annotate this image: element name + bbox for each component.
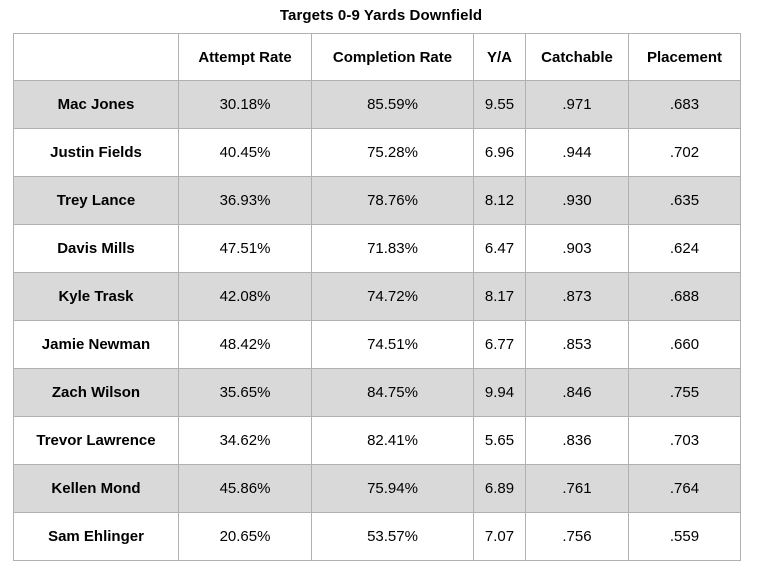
stat-cell: 71.83% bbox=[311, 224, 474, 273]
stat-cell: 20.65% bbox=[178, 512, 312, 561]
stat-cell: 78.76% bbox=[311, 176, 474, 225]
stat-cell: .559 bbox=[628, 512, 741, 561]
column-header-empty bbox=[13, 33, 179, 81]
column-header-completion-rate: Completion Rate bbox=[311, 33, 474, 81]
stat-cell: 6.96 bbox=[473, 128, 526, 177]
stat-cell: 30.18% bbox=[178, 80, 312, 129]
stat-cell: .873 bbox=[525, 272, 629, 321]
stat-cell: .635 bbox=[628, 176, 741, 225]
table-row: Justin Fields 40.45% 75.28% 6.96 .944 .7… bbox=[13, 128, 741, 177]
stat-cell: .853 bbox=[525, 320, 629, 369]
stat-cell: .944 bbox=[525, 128, 629, 177]
stat-cell: 48.42% bbox=[178, 320, 312, 369]
column-header-catchable: Catchable bbox=[525, 33, 629, 81]
player-name-cell: Justin Fields bbox=[13, 128, 179, 177]
column-header-ya: Y/A bbox=[473, 33, 526, 81]
stat-cell: 74.51% bbox=[311, 320, 474, 369]
player-name-cell: Kellen Mond bbox=[13, 464, 179, 513]
stat-cell: 74.72% bbox=[311, 272, 474, 321]
stat-cell: 45.86% bbox=[178, 464, 312, 513]
stat-cell: 35.65% bbox=[178, 368, 312, 417]
stat-cell: 85.59% bbox=[311, 80, 474, 129]
stat-cell: .660 bbox=[628, 320, 741, 369]
player-name-cell: Mac Jones bbox=[13, 80, 179, 129]
stat-cell: 40.45% bbox=[178, 128, 312, 177]
table-row: Zach Wilson 35.65% 84.75% 9.94 .846 .755 bbox=[13, 368, 741, 417]
stat-cell: .761 bbox=[525, 464, 629, 513]
table-row: Kyle Trask 42.08% 74.72% 8.17 .873 .688 bbox=[13, 272, 741, 321]
stat-cell: .702 bbox=[628, 128, 741, 177]
stat-cell: .846 bbox=[525, 368, 629, 417]
stat-cell: 8.12 bbox=[473, 176, 526, 225]
player-name-cell: Sam Ehlinger bbox=[13, 512, 179, 561]
stat-cell: .903 bbox=[525, 224, 629, 273]
stat-cell: .755 bbox=[628, 368, 741, 417]
stat-cell: .971 bbox=[525, 80, 629, 129]
stat-cell: .688 bbox=[628, 272, 741, 321]
stat-cell: 6.47 bbox=[473, 224, 526, 273]
stat-cell: 7.07 bbox=[473, 512, 526, 561]
stat-cell: 75.28% bbox=[311, 128, 474, 177]
player-name-cell: Jamie Newman bbox=[13, 320, 179, 369]
stats-table: Attempt Rate Completion Rate Y/A Catchab… bbox=[13, 33, 741, 561]
table-row: Mac Jones 30.18% 85.59% 9.55 .971 .683 bbox=[13, 80, 741, 129]
stat-cell: 53.57% bbox=[311, 512, 474, 561]
stat-cell: .683 bbox=[628, 80, 741, 129]
stat-cell: 6.89 bbox=[473, 464, 526, 513]
table-row: Kellen Mond 45.86% 75.94% 6.89 .761 .764 bbox=[13, 464, 741, 513]
stat-cell: 84.75% bbox=[311, 368, 474, 417]
stat-cell: 47.51% bbox=[178, 224, 312, 273]
header-row: Attempt Rate Completion Rate Y/A Catchab… bbox=[13, 33, 741, 81]
stat-cell: .703 bbox=[628, 416, 741, 465]
stat-cell: .764 bbox=[628, 464, 741, 513]
stat-cell: 6.77 bbox=[473, 320, 526, 369]
stat-cell: 9.55 bbox=[473, 80, 526, 129]
player-name-cell: Zach Wilson bbox=[13, 368, 179, 417]
table-row: Trevor Lawrence 34.62% 82.41% 5.65 .836 … bbox=[13, 416, 741, 465]
player-name-cell: Trevor Lawrence bbox=[13, 416, 179, 465]
table-row: Trey Lance 36.93% 78.76% 8.12 .930 .635 bbox=[13, 176, 741, 225]
stat-cell: 36.93% bbox=[178, 176, 312, 225]
table-row: Davis Mills 47.51% 71.83% 6.47 .903 .624 bbox=[13, 224, 741, 273]
stat-cell: .756 bbox=[525, 512, 629, 561]
player-name-cell: Davis Mills bbox=[13, 224, 179, 273]
player-name-cell: Trey Lance bbox=[13, 176, 179, 225]
stat-cell: .930 bbox=[525, 176, 629, 225]
stat-cell: 5.65 bbox=[473, 416, 526, 465]
stat-cell: 9.94 bbox=[473, 368, 526, 417]
page-title: Targets 0-9 Yards Downfield bbox=[279, 7, 483, 24]
stat-cell: .836 bbox=[525, 416, 629, 465]
player-name-cell: Kyle Trask bbox=[13, 272, 179, 321]
stat-cell: 8.17 bbox=[473, 272, 526, 321]
table-row: Sam Ehlinger 20.65% 53.57% 7.07 .756 .55… bbox=[13, 512, 741, 561]
table-row: Jamie Newman 48.42% 74.51% 6.77 .853 .66… bbox=[13, 320, 741, 369]
stat-cell: 42.08% bbox=[178, 272, 312, 321]
stat-cell: 34.62% bbox=[178, 416, 312, 465]
stat-cell: .624 bbox=[628, 224, 741, 273]
column-header-attempt-rate: Attempt Rate bbox=[178, 33, 312, 81]
column-header-placement: Placement bbox=[628, 33, 741, 81]
stat-cell: 75.94% bbox=[311, 464, 474, 513]
stat-cell: 82.41% bbox=[311, 416, 474, 465]
